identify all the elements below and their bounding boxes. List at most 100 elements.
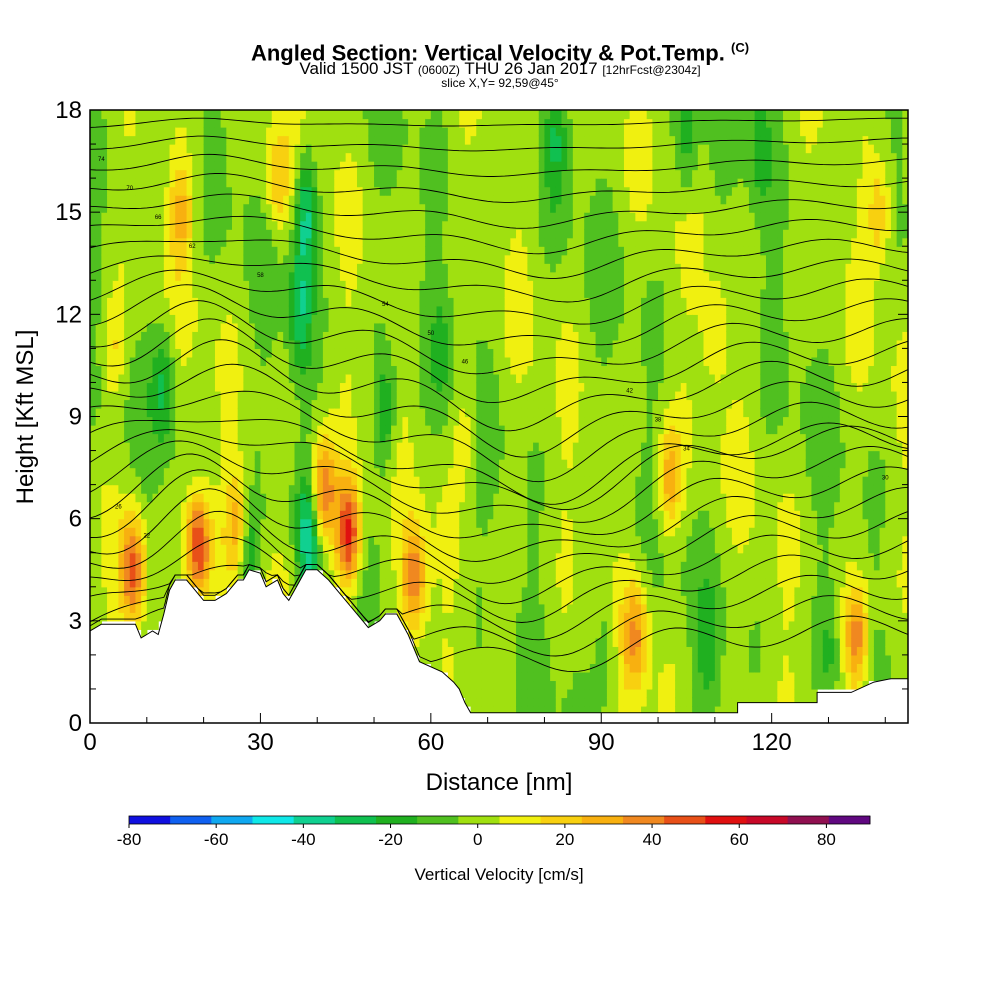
velocity-cell — [493, 237, 500, 247]
velocity-cell — [300, 297, 307, 307]
velocity-cell — [334, 288, 341, 298]
velocity-cell — [351, 442, 358, 452]
velocity-cell — [379, 254, 386, 264]
velocity-cell — [186, 271, 193, 281]
velocity-cell — [504, 246, 511, 256]
velocity-cell — [260, 552, 267, 562]
velocity-cell — [180, 195, 188, 205]
velocity-cell — [374, 493, 381, 503]
velocity-cell — [425, 407, 432, 418]
velocity-cell — [516, 697, 523, 707]
velocity-cell — [362, 322, 369, 332]
velocity-cell — [322, 365, 330, 375]
velocity-cell — [209, 527, 216, 537]
velocity-cell — [328, 484, 335, 494]
velocity-cell — [339, 254, 347, 264]
velocity-cell — [470, 373, 477, 384]
velocity-cell — [112, 297, 120, 307]
velocity-cell — [533, 373, 540, 384]
velocity-cell — [107, 433, 114, 443]
velocity-cell — [544, 603, 551, 613]
velocity-cell — [135, 484, 142, 494]
velocity-cell — [430, 161, 438, 171]
velocity-cell — [311, 484, 318, 494]
velocity-cell — [493, 586, 500, 596]
velocity-cell — [476, 152, 483, 162]
velocity-cell — [277, 373, 284, 384]
velocity-cell — [436, 356, 443, 367]
velocity-cell — [487, 314, 494, 324]
velocity-cell — [527, 527, 534, 537]
velocity-cell — [129, 510, 137, 520]
velocity-cell — [356, 433, 364, 443]
velocity-cell — [504, 280, 511, 290]
velocity-cell — [464, 476, 472, 486]
velocity-cell — [169, 544, 176, 554]
velocity-cell — [476, 629, 483, 639]
velocity-cell — [402, 459, 409, 469]
velocity-cell — [175, 169, 182, 179]
velocity-cell — [544, 552, 551, 562]
velocity-cell — [527, 450, 534, 460]
velocity-cell — [470, 382, 477, 392]
velocity-cell — [436, 127, 443, 137]
velocity-cell — [356, 356, 364, 367]
velocity-cell — [481, 603, 489, 613]
velocity-cell — [419, 425, 426, 435]
velocity-cell — [95, 433, 102, 443]
velocity-cell — [516, 356, 523, 367]
velocity-cell — [396, 280, 404, 290]
velocity-cell — [550, 544, 557, 554]
velocity-cell — [300, 339, 307, 349]
velocity-cell — [220, 288, 227, 298]
velocity-cell — [487, 152, 494, 162]
velocity-cell — [294, 297, 301, 307]
velocity-cell — [260, 467, 267, 477]
velocity-cell — [442, 178, 449, 188]
velocity-cell — [538, 280, 546, 290]
velocity-cell — [214, 314, 222, 324]
velocity-cell — [510, 127, 517, 137]
velocity-cell — [459, 118, 466, 128]
velocity-cell — [504, 229, 511, 239]
velocity-cell — [163, 518, 171, 528]
velocity-cell — [214, 178, 222, 188]
velocity-cell — [112, 425, 120, 435]
velocity-cell — [180, 297, 188, 307]
velocity-cell — [266, 390, 273, 401]
velocity-cell — [402, 373, 409, 384]
velocity-cell — [499, 297, 506, 307]
velocity-cell — [396, 348, 404, 358]
velocity-cell — [459, 220, 466, 230]
velocity-cell — [419, 195, 426, 205]
velocity-cell — [493, 220, 500, 230]
velocity-cell — [453, 595, 460, 605]
velocity-cell — [322, 484, 330, 494]
velocity-cell — [237, 510, 244, 520]
velocity-cell — [538, 637, 546, 647]
velocity-cell — [107, 127, 114, 137]
velocity-cell — [124, 263, 131, 273]
velocity-cell — [220, 331, 227, 341]
velocity-cell — [300, 212, 307, 222]
velocity-cell — [447, 467, 455, 477]
velocity-cell — [283, 263, 290, 273]
velocity-cell — [413, 561, 421, 571]
velocity-cell — [339, 527, 347, 537]
velocity-cell — [271, 186, 279, 196]
velocity-cell — [516, 314, 523, 324]
velocity-cell — [260, 535, 267, 545]
velocity-cell — [232, 476, 239, 486]
velocity-cell — [311, 144, 318, 154]
velocity-cell — [107, 425, 114, 435]
velocity-cell — [311, 348, 318, 358]
velocity-cell — [271, 510, 279, 520]
velocity-cell — [402, 118, 409, 128]
velocity-cell — [476, 399, 483, 409]
velocity-cell — [374, 246, 381, 256]
velocity-cell — [447, 637, 455, 647]
velocity-cell — [197, 127, 205, 137]
velocity-cell — [254, 152, 262, 162]
velocity-cell — [141, 365, 148, 375]
velocity-cell — [413, 186, 421, 196]
